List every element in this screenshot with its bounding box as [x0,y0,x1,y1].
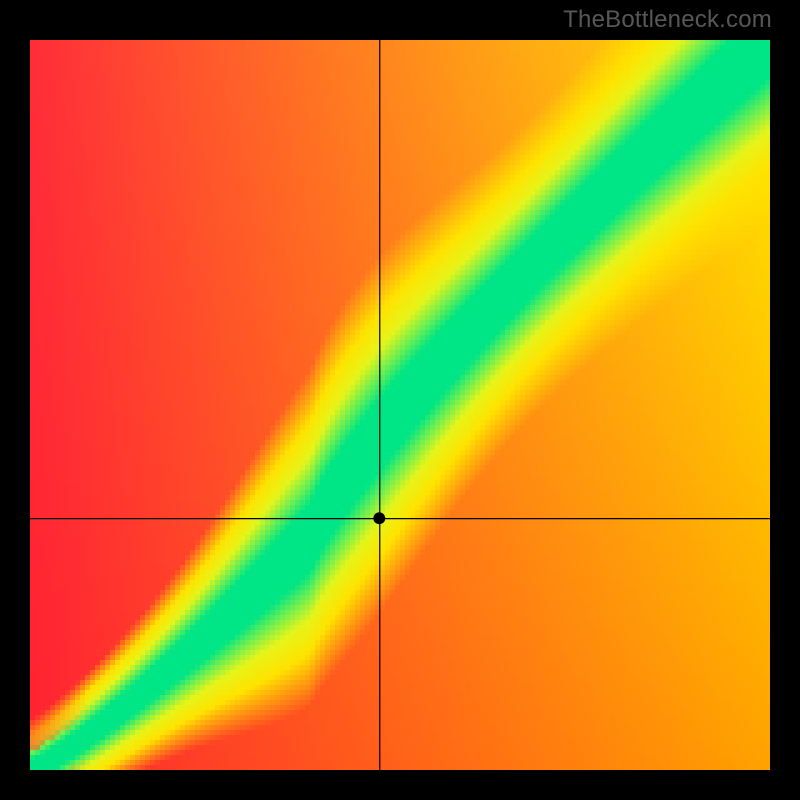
chart-container: TheBottleneck.com [0,0,800,800]
bottleneck-heatmap [30,40,770,770]
watermark-text: TheBottleneck.com [563,6,772,34]
